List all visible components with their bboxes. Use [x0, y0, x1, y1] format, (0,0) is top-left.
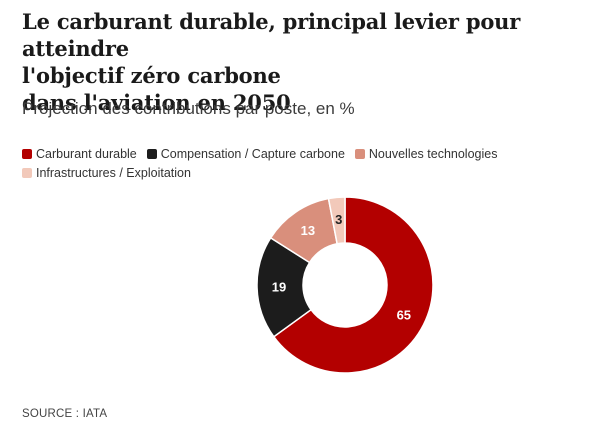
chart-legend: Carburant durable Compensation / Capture…	[22, 145, 582, 181]
legend-swatch	[22, 148, 32, 159]
legend-swatch	[22, 167, 32, 178]
donut-labels: 65 19 13 3	[272, 212, 411, 323]
legend-label: Nouvelles technologies	[368, 146, 498, 161]
legend-swatch	[354, 148, 365, 159]
source-note: SOURCE : IATA	[22, 408, 108, 420]
legend-label: Compensation / Capture carbone	[160, 146, 345, 161]
donut-slice	[327, 196, 346, 245]
legend-item-infrastructures: Infrastructures / Exploitation	[22, 164, 191, 181]
legend-swatch	[146, 148, 157, 159]
legend-item-compensation: Compensation / Capture carbone	[146, 145, 345, 162]
donut-slice	[272, 196, 434, 374]
chart-subtitle: Projection des contributions par poste, …	[22, 99, 355, 118]
slice-value-label: 19	[272, 280, 286, 295]
slice-value-label: 13	[301, 223, 315, 238]
chart-title: Le carburant durable, principal levier p…	[22, 9, 521, 115]
slice-value-label: 3	[335, 212, 342, 227]
legend-item-carburant-durable: Carburant durable	[22, 145, 137, 162]
legend-label: Carburant durable	[36, 146, 137, 161]
legend-label: Infrastructures / Exploitation	[36, 165, 191, 180]
donut-slices	[256, 196, 434, 374]
legend-item-nouvelles-technologies: Nouvelles technologies	[354, 145, 498, 162]
slice-value-label: 65	[397, 307, 411, 322]
